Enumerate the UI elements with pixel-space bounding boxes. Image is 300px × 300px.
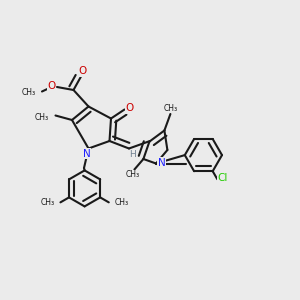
Text: CH₃: CH₃ <box>126 170 140 179</box>
Text: CH₃: CH₃ <box>163 104 178 113</box>
Text: O: O <box>78 66 87 76</box>
Text: CH₃: CH₃ <box>21 88 35 97</box>
Text: CH₃: CH₃ <box>35 112 49 122</box>
Text: N: N <box>83 149 91 159</box>
Text: CH₃: CH₃ <box>114 198 128 207</box>
Text: H: H <box>129 150 136 159</box>
Text: O: O <box>126 103 134 113</box>
Text: O: O <box>47 81 56 92</box>
Text: N: N <box>158 158 165 168</box>
Text: Cl: Cl <box>218 173 228 183</box>
Text: CH₃: CH₃ <box>41 198 55 207</box>
